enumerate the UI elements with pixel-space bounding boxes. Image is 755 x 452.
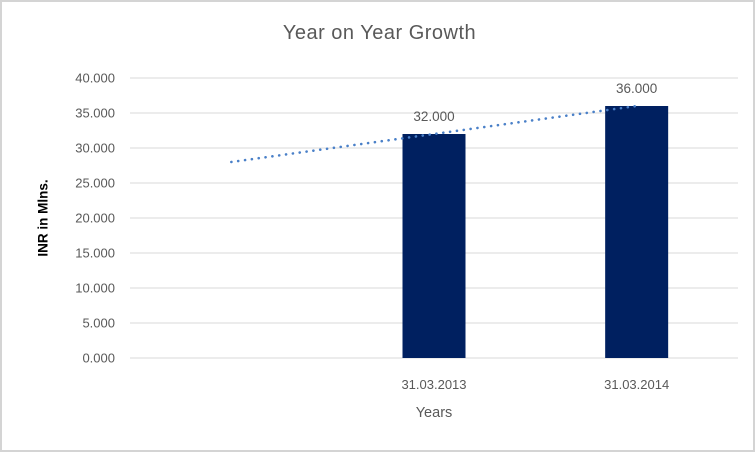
y-tick-label: 5.000 [82,316,115,331]
x-axis-title: Years [415,405,453,421]
x-tick-label: 31.03.2014 [604,377,669,392]
y-tick-label: 40.000 [75,71,115,86]
y-tick-label: 20.000 [75,211,115,226]
y-tick-label: 15.000 [75,246,115,261]
x-tick-label: 31.03.2013 [401,377,466,392]
bar-data-label: 32.000 [413,109,454,124]
y-tick-label: 30.000 [75,141,115,156]
y-tick-label: 25.000 [75,176,115,191]
y-tick-label: 10.000 [75,281,115,296]
y-tick-label: 35.000 [75,106,115,121]
bar [402,134,466,358]
bar-data-label: 36.000 [616,81,657,96]
bar [605,106,669,358]
y-tick-label: 0.000 [82,351,115,366]
chart-title: Year on Year Growth [282,22,477,44]
trendline [230,104,638,164]
